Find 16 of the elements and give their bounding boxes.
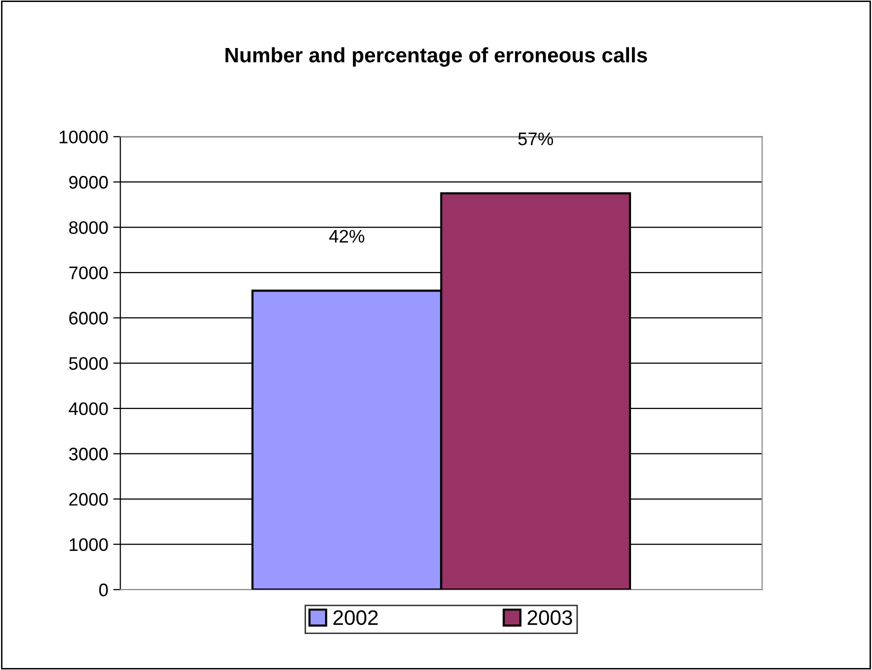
- y-tick-label: 0: [99, 584, 108, 596]
- annotation: 57%: [518, 132, 554, 146]
- y-tick-label: 6000: [69, 312, 108, 325]
- legend-label: 2002: [333, 610, 378, 626]
- y-tick-label: 3000: [69, 448, 108, 460]
- y-tick-label: 10000: [60, 130, 108, 144]
- legend-label: 2003: [528, 610, 572, 626]
- y-tick-label: 9000: [69, 176, 108, 189]
- annotation: 42%: [329, 230, 364, 243]
- y-tick-label: 1000: [70, 538, 108, 552]
- y-tick-label: 5000: [69, 357, 108, 370]
- y-tick-label: 8000: [69, 221, 108, 234]
- y-tick-label: 2000: [69, 492, 108, 506]
- y-tick-label: 7000: [69, 266, 108, 280]
- chart-title: Number and percentage of erroneous calls: [226, 47, 648, 67]
- y-tick-label: 4000: [68, 402, 108, 416]
